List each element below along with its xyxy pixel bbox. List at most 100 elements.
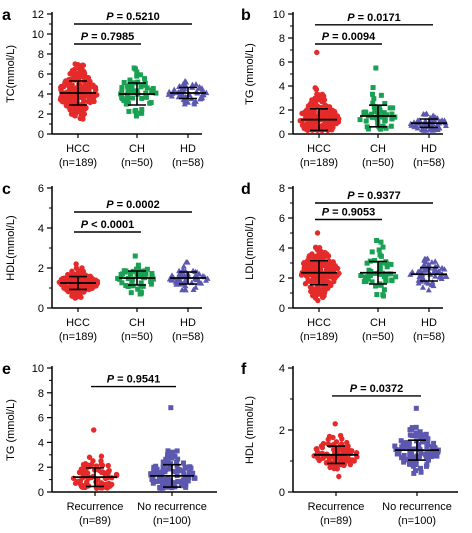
data-point bbox=[157, 485, 163, 491]
data-point bbox=[424, 453, 429, 459]
data-point bbox=[308, 288, 315, 294]
data-point bbox=[150, 474, 156, 480]
data-point bbox=[79, 115, 85, 121]
y-tick-label: 2 bbox=[38, 462, 44, 474]
data-point bbox=[184, 259, 191, 265]
data-point bbox=[336, 270, 342, 277]
n-label-1: (n=50) bbox=[362, 331, 394, 343]
x-tick-label-0: HCC bbox=[307, 317, 331, 329]
y-tick-label: 0 bbox=[279, 303, 285, 315]
data-point bbox=[70, 108, 76, 114]
p-value-label-1: P = 0.0171 bbox=[347, 12, 401, 24]
data-point bbox=[299, 122, 306, 128]
data-point bbox=[409, 425, 415, 431]
data-point bbox=[403, 444, 409, 450]
data-point bbox=[190, 470, 196, 476]
p-symbol: P bbox=[347, 190, 355, 202]
x-tick-label-2: HD bbox=[180, 143, 196, 155]
data-point bbox=[84, 462, 90, 468]
data-point bbox=[371, 104, 377, 110]
p-value-label-1: P = 0.0002 bbox=[106, 199, 160, 211]
data-point bbox=[322, 102, 328, 108]
data-point bbox=[181, 471, 187, 477]
x-tick-label-0: HCC bbox=[66, 143, 90, 155]
data-point bbox=[431, 440, 437, 446]
data-point bbox=[172, 469, 178, 475]
data-point bbox=[435, 124, 442, 131]
n-label-2: (n=58) bbox=[172, 331, 204, 343]
data-point bbox=[435, 267, 442, 274]
data-point bbox=[196, 271, 203, 277]
data-point bbox=[392, 114, 398, 120]
data-point bbox=[369, 91, 375, 97]
p-symbol: P bbox=[350, 383, 358, 395]
data-point bbox=[425, 457, 431, 463]
data-point bbox=[72, 86, 78, 92]
p-value-label-1: P = 0.5210 bbox=[106, 11, 160, 23]
p-value-label-0: P = 0.7985 bbox=[81, 31, 135, 43]
n-label-1: (n=50) bbox=[121, 157, 153, 169]
y-tick-label: 0 bbox=[38, 129, 44, 141]
data-point bbox=[79, 62, 86, 68]
data-point bbox=[160, 469, 166, 475]
p-value: = 0.9053 bbox=[329, 207, 375, 219]
data-point bbox=[158, 478, 164, 484]
data-point bbox=[180, 483, 186, 489]
data-point bbox=[327, 121, 333, 128]
data-point bbox=[420, 434, 426, 440]
data-point bbox=[163, 480, 169, 486]
data-point bbox=[378, 282, 384, 288]
data-point bbox=[326, 433, 333, 440]
data-point bbox=[81, 69, 87, 75]
data-point bbox=[170, 449, 176, 455]
y-tick-label: 0 bbox=[279, 129, 285, 141]
data-point bbox=[119, 280, 125, 286]
data-point bbox=[119, 85, 125, 91]
data-point bbox=[416, 446, 422, 452]
data-point bbox=[76, 66, 83, 72]
p-value: = 0.9541 bbox=[114, 374, 160, 386]
data-point bbox=[380, 292, 386, 298]
data-point bbox=[387, 271, 393, 277]
data-point bbox=[69, 97, 75, 103]
data-point bbox=[431, 113, 437, 119]
data-point bbox=[408, 461, 414, 467]
data-point bbox=[410, 446, 416, 452]
data-point bbox=[373, 283, 379, 289]
data-point bbox=[143, 271, 149, 277]
data-point bbox=[76, 109, 83, 115]
data-point bbox=[402, 457, 408, 463]
data-point bbox=[429, 444, 435, 450]
y-axis-label: HDL (mmol/L) bbox=[244, 396, 256, 464]
data-point bbox=[195, 276, 202, 282]
data-point bbox=[75, 62, 82, 68]
data-point bbox=[378, 239, 384, 245]
data-point bbox=[122, 269, 128, 275]
data-point bbox=[389, 277, 395, 283]
y-tick-label: 8 bbox=[279, 33, 285, 45]
data-point bbox=[383, 125, 389, 131]
data-point bbox=[419, 126, 426, 133]
data-point bbox=[150, 480, 156, 486]
data-point bbox=[149, 477, 155, 483]
y-tick-label: 0 bbox=[38, 487, 44, 499]
data-point bbox=[416, 442, 422, 448]
data-point bbox=[442, 122, 449, 129]
data-point bbox=[160, 485, 166, 491]
data-point bbox=[314, 49, 320, 56]
data-point bbox=[175, 456, 181, 462]
x-tick-label-2: HD bbox=[421, 143, 437, 155]
series-0 bbox=[298, 230, 342, 304]
data-point bbox=[150, 276, 156, 282]
y-tick-label: 4 bbox=[279, 243, 285, 255]
data-point bbox=[413, 468, 418, 474]
data-point bbox=[377, 266, 383, 272]
p-symbol: P bbox=[106, 11, 114, 23]
data-point bbox=[429, 452, 435, 458]
data-point bbox=[149, 271, 155, 277]
data-point bbox=[127, 77, 133, 83]
data-point bbox=[123, 101, 129, 107]
data-point bbox=[315, 252, 321, 259]
data-point bbox=[314, 247, 321, 253]
n-label-0: (n=189) bbox=[59, 331, 97, 343]
